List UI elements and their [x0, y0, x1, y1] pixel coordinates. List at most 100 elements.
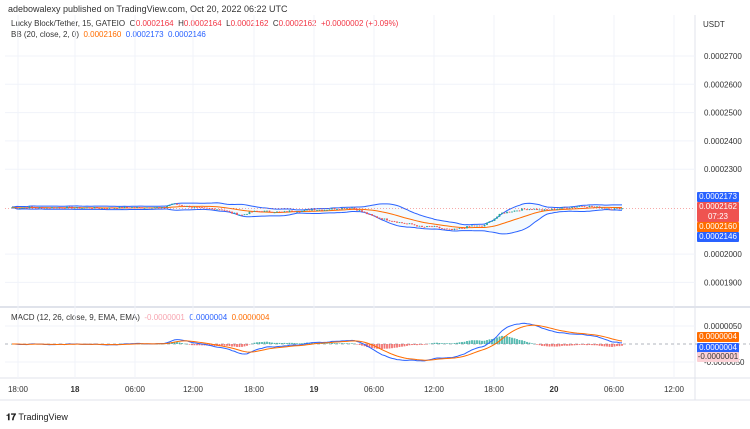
- candle-body: [216, 209, 218, 211]
- candle-body: [171, 203, 173, 205]
- candle-body: [58, 207, 61, 209]
- candle-body: [356, 208, 358, 211]
- macd-hist-bar: [236, 344, 238, 347]
- macd-hist-bar: [391, 344, 393, 349]
- candle-body: [243, 214, 246, 216]
- macd-hist-bar: [418, 344, 421, 345]
- candle-body: [391, 220, 393, 222]
- bb-lower-line: [11, 207, 623, 235]
- symbol-legend: Lucky Block/Tether, 15, GATEIO O 0.000216…: [11, 19, 398, 28]
- macd-line-value: 0.0000004: [189, 313, 228, 322]
- candle-body: [283, 211, 286, 213]
- candle-body: [286, 211, 288, 213]
- open-label: O: [129, 19, 136, 28]
- candle-body: [316, 210, 318, 211]
- candle-body: [541, 209, 543, 211]
- candle-body: [258, 211, 261, 213]
- macd-hist-bar: [488, 339, 491, 344]
- macd-hist-bar: [463, 341, 466, 344]
- candle-body: [183, 205, 186, 207]
- macd-hist-bar: [561, 344, 563, 346]
- candle-body: [593, 206, 596, 208]
- macd-hist-bar: [608, 344, 611, 347]
- candle-body: [153, 207, 156, 209]
- macd-hist-bar: [451, 343, 453, 344]
- macd-hist-bar: [591, 344, 593, 346]
- bb-upper-tag: 0.0002173: [697, 192, 739, 202]
- candle-body: [138, 207, 141, 208]
- macd-hist-bar: [303, 342, 306, 344]
- candle-body: [546, 209, 548, 211]
- macd-hist-bar: [528, 342, 531, 344]
- candle-body: [536, 208, 538, 210]
- macd-hist-tag: -0.0000001: [697, 352, 739, 362]
- candle-body: [36, 207, 38, 209]
- price-tick-label: 0.0002700: [704, 52, 742, 61]
- macd-hist-bar: [186, 343, 188, 345]
- macd-hist-bar: [473, 340, 476, 344]
- candle-body: [321, 209, 323, 211]
- candle-body: [328, 209, 331, 211]
- time-tick-label: 12:00: [183, 385, 204, 394]
- macd-hist-bar: [433, 342, 436, 344]
- time-tick-label: 18:00: [484, 385, 505, 394]
- macd-hist-bar: [531, 343, 533, 344]
- candle-body: [418, 225, 421, 227]
- candle-body: [443, 228, 446, 230]
- candle-body: [401, 222, 403, 224]
- candle-body: [613, 208, 616, 210]
- symbol-name[interactable]: Lucky Block/Tether, 15, GATEIO: [11, 19, 126, 28]
- bb-legend[interactable]: BB (20, close, 2, 0) 0.0002160 0.0002173…: [11, 30, 206, 39]
- candle-body: [176, 203, 178, 205]
- time-tick-label: 18:00: [8, 385, 29, 394]
- candle-body: [376, 216, 378, 218]
- time-tick-label: 18: [71, 385, 80, 394]
- candle-body: [156, 207, 158, 209]
- candle-body: [228, 210, 231, 212]
- candle-body: [98, 208, 101, 209]
- candle-body: [571, 207, 573, 208]
- candle-body: [331, 208, 333, 210]
- macd-hist-bar: [536, 344, 538, 345]
- candle-body: [433, 226, 436, 227]
- macd-hist-bar: [606, 344, 608, 347]
- macd-hist-bar: [583, 344, 586, 345]
- macd-hist-bar: [533, 343, 536, 345]
- tradingview-logo[interactable]: 𝟏𝟕 TradingView: [6, 412, 68, 423]
- macd-hist-bar: [541, 344, 543, 346]
- macd-hist-bar: [333, 343, 336, 344]
- macd-hist-bar: [276, 342, 278, 344]
- macd-hist-bar: [191, 344, 193, 346]
- candle-body: [406, 223, 408, 225]
- candle-body: [371, 214, 373, 216]
- candle-body: [543, 209, 546, 211]
- macd-hist-bar: [566, 344, 568, 346]
- macd-hist-bar: [298, 343, 301, 344]
- time-tick-label: 12:00: [424, 385, 445, 394]
- candle-body: [618, 207, 621, 210]
- macd-hist-bar: [348, 343, 351, 344]
- candle-body: [521, 208, 523, 211]
- candle-body: [351, 207, 353, 209]
- time-tick-label: 06:00: [604, 385, 625, 394]
- macd-hist-bar: [258, 342, 261, 344]
- macd-hist-bar: [478, 340, 481, 344]
- candle-body: [538, 209, 541, 211]
- candle-body: [341, 208, 343, 210]
- candle-body: [478, 225, 481, 227]
- candle-body: [326, 209, 328, 211]
- candle-body: [48, 207, 51, 209]
- candle-body: [211, 208, 213, 210]
- candle-body: [106, 208, 108, 210]
- macd-hist-bar: [576, 344, 578, 346]
- bb-lower-tag: 0.0002146: [697, 232, 739, 242]
- candle-body: [148, 207, 151, 209]
- macd-hist-bar: [358, 344, 361, 345]
- time-tick-label: 06:00: [125, 385, 146, 394]
- high-value: 0.0002164: [183, 19, 222, 28]
- candle-body: [563, 207, 566, 209]
- candle-body: [413, 224, 416, 226]
- candle-body: [193, 206, 196, 208]
- candle-body: [173, 203, 176, 205]
